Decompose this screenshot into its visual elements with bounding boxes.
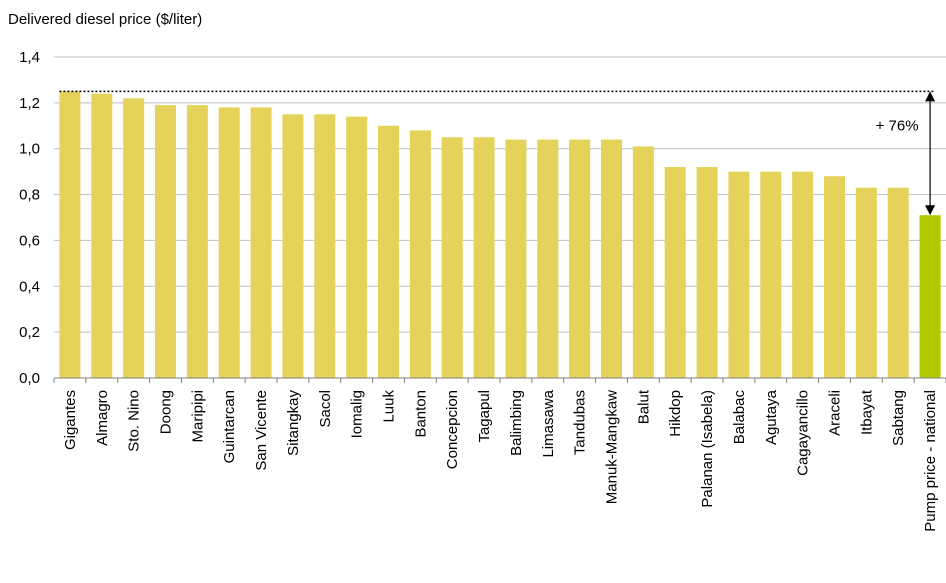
- bar: [537, 139, 559, 378]
- y-axis-tick-labels: 0,0 0,2 0,4 0,6 0,8 1,0 1,2 1,4: [19, 49, 40, 387]
- bar: [887, 187, 909, 378]
- chart-title: Delivered diesel price ($/liter): [8, 11, 202, 28]
- category-label: Doong: [158, 390, 175, 434]
- bar: [91, 93, 113, 378]
- y-tick-label: 0,0: [19, 370, 40, 387]
- y-tick-label: 0,4: [19, 278, 40, 295]
- bar: [250, 107, 272, 378]
- bar: [314, 114, 336, 379]
- category-label: Balut: [635, 389, 652, 424]
- y-tick-label: 0,2: [19, 324, 40, 341]
- category-label: Pump price - national: [922, 390, 939, 532]
- bar: [760, 171, 782, 378]
- bar: [59, 91, 81, 379]
- category-label: Almagro: [94, 390, 111, 446]
- y-tick-label: 0,6: [19, 232, 40, 249]
- bar: [792, 171, 814, 378]
- bar: [377, 125, 400, 379]
- bar: [473, 137, 495, 378]
- arrow-head-up-icon: [925, 91, 936, 102]
- category-label: Hikdop: [667, 390, 684, 437]
- category-label: Balimbing: [508, 390, 525, 456]
- bar: [728, 171, 750, 378]
- bar: [218, 107, 240, 378]
- category-label: Sabtang: [890, 390, 907, 446]
- bar: [919, 215, 941, 378]
- y-tick-label: 1,0: [19, 141, 40, 158]
- category-label: Banton: [412, 390, 429, 438]
- category-label: Sto. Nino: [126, 390, 143, 452]
- bar: [696, 167, 718, 378]
- bar: [600, 139, 623, 378]
- bar: [441, 137, 463, 378]
- bar: [823, 176, 846, 378]
- category-label: Agutaya: [763, 389, 780, 445]
- bar: [346, 116, 368, 378]
- bar: [632, 146, 654, 378]
- bar: [664, 167, 686, 378]
- category-label: Guintarcan: [221, 390, 238, 463]
- category-label: Araceli: [827, 390, 844, 436]
- y-tick-label: 1,2: [19, 95, 40, 112]
- difference-label: + 76%: [876, 117, 919, 134]
- category-label: Luuk: [381, 390, 398, 423]
- bars: [59, 91, 941, 379]
- bar: [409, 130, 431, 378]
- bar: [123, 98, 145, 379]
- x-axis: [53, 377, 946, 383]
- category-label: Sitangkay: [285, 390, 302, 456]
- category-label: Balabac: [731, 390, 748, 445]
- arrow-head-down-icon: [925, 205, 936, 216]
- category-label: Itbayat: [858, 389, 875, 435]
- category-label: Manuk-Mangkaw: [604, 390, 621, 504]
- category-label: San Vicente: [253, 390, 270, 471]
- bar: [569, 139, 591, 378]
- category-label: Concepcion: [444, 390, 461, 469]
- category-label: Limasawa: [540, 389, 557, 457]
- category-label: Gigantes: [62, 390, 79, 450]
- y-tick-label: 1,4: [19, 49, 40, 66]
- bar: [282, 114, 304, 379]
- category-label: Sacol: [317, 390, 334, 428]
- bar: [154, 105, 177, 379]
- category-label: Maripipi: [189, 390, 206, 443]
- bar: [186, 105, 208, 379]
- category-label: Tagapul: [476, 390, 493, 443]
- bar: [855, 187, 877, 378]
- category-label: Palanan (Isabela): [699, 390, 716, 508]
- difference-annotation: + 76%: [59, 90, 936, 216]
- category-label: Cagayancillo: [795, 390, 812, 476]
- category-labels: Gigantes Almagro Sto. Nino Doong Maripipi Gui…: [62, 389, 939, 532]
- category-label: Tandubas: [572, 390, 589, 455]
- bar: [505, 139, 527, 378]
- category-label: Iomalig: [349, 390, 366, 438]
- y-tick-label: 0,8: [19, 187, 40, 204]
